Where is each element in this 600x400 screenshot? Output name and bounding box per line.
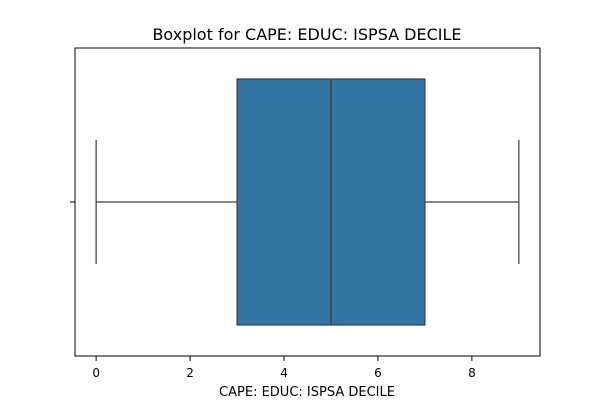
plot-group xyxy=(95,78,520,326)
x-tick-label: 4 xyxy=(280,366,288,380)
chart-title: Boxplot for CAPE: EDUC: ISPSA DECILE xyxy=(152,25,461,44)
x-axis: 0 2 4 6 8 xyxy=(92,356,476,380)
x-tick-label: 0 xyxy=(92,366,100,380)
x-tick-label: 6 xyxy=(374,366,382,380)
x-tick-label: 2 xyxy=(186,366,194,380)
x-tick-label: 8 xyxy=(468,366,476,380)
x-axis-label: CAPE: EDUC: ISPSA DECILE xyxy=(219,385,395,400)
